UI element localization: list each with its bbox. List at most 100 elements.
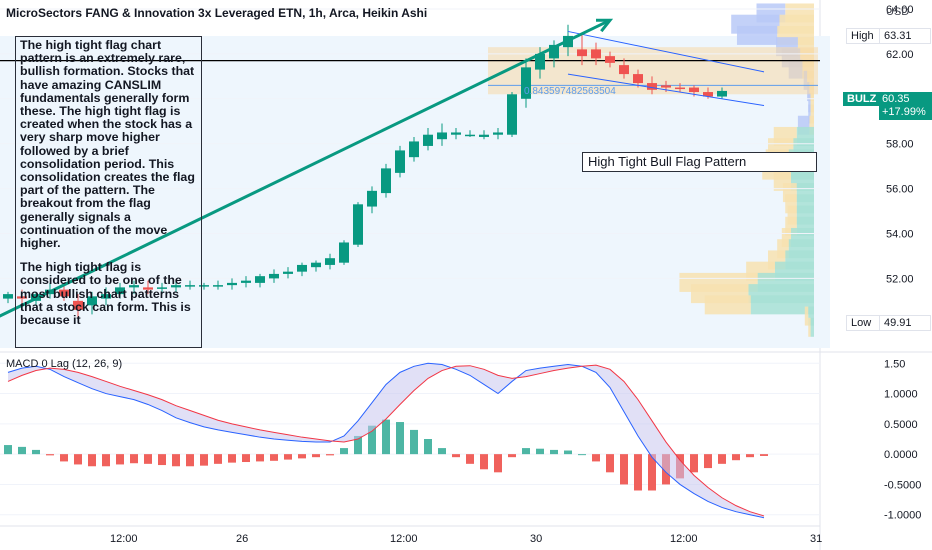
low-tag: Low (846, 315, 886, 331)
macd-histogram-bar (256, 454, 264, 462)
annotation-paragraph: The high tight flag chart pattern is an … (20, 38, 195, 251)
volume-profile-bar (777, 239, 789, 259)
macd-histogram-bar (368, 425, 376, 455)
macd-histogram-bar (536, 448, 544, 455)
candle-body (409, 141, 419, 158)
macd-histogram-bar (718, 454, 726, 464)
macd-histogram-bar (340, 448, 348, 455)
macd-histogram-bar (592, 454, 600, 462)
macd-histogram-bar (494, 454, 502, 473)
macd-histogram-bar (88, 454, 96, 467)
candle-body (591, 49, 601, 59)
candle-body (395, 150, 405, 173)
macd-histogram-bar (634, 454, 642, 491)
candle-body (157, 287, 167, 289)
macd-histogram-bar (466, 454, 474, 464)
volume-profile-bar (750, 295, 814, 315)
volume-profile-bar (808, 93, 811, 113)
candle-body (227, 282, 237, 286)
candle-body (353, 204, 363, 245)
macd-histogram-bar (620, 454, 628, 485)
candle-body (213, 285, 223, 287)
candle-body (689, 87, 699, 93)
channel-line (567, 30, 765, 73)
macd-histogram-bar (452, 454, 460, 458)
macd-histogram-bar (270, 454, 278, 461)
candle-body (703, 92, 713, 97)
candle-body (171, 285, 181, 288)
candle-body (283, 271, 293, 274)
macd-tick-label: 0.0000 (884, 449, 918, 461)
macd-histogram-bar (130, 454, 138, 464)
macd-histogram-bar (18, 446, 26, 455)
macd-histogram-bar (46, 454, 54, 456)
candle-body (255, 276, 265, 283)
volume-profile-bar (808, 317, 811, 337)
time-tick-label: 12:00 (110, 533, 138, 545)
candle-body (675, 87, 685, 90)
annotation-note[interactable]: The high tight flag chart pattern is an … (15, 36, 202, 348)
fib-level-label: 0.843597482563504 (524, 86, 616, 97)
macd-indicator-label: MACD 0 Lag (12, 26, 9) (6, 358, 123, 370)
time-tick-label: 26 (236, 533, 248, 545)
volume-profile-bar (808, 306, 814, 326)
candle-body (241, 280, 251, 283)
candle-body (339, 242, 349, 263)
candle-body (549, 44, 559, 59)
volume-profile-bar (781, 227, 791, 247)
volume-profile-bar (785, 216, 797, 236)
candle-body (87, 296, 97, 306)
last-price: 60.35 (882, 93, 910, 105)
macd-histogram-bar (508, 454, 516, 458)
macd-histogram-bar (32, 449, 40, 455)
macd-histogram-bar (480, 454, 488, 470)
macd-histogram-bar (424, 439, 432, 455)
candle-body (199, 285, 209, 287)
annotation-paragraph: The high tight flag is considered to be … (20, 260, 191, 328)
macd-histogram-bar (74, 454, 82, 465)
trend-arrow-line (0, 18, 611, 318)
currency-label: USD (886, 6, 910, 18)
price-tick-label: 62.00 (886, 49, 914, 61)
macd-histogram-bar (284, 454, 292, 460)
volume-profile-bar (810, 317, 814, 337)
candle-body (325, 258, 335, 265)
candle-body (577, 49, 587, 57)
macd-histogram-bar (410, 429, 418, 455)
candle-body (17, 296, 27, 299)
volume-profile-bar (736, 25, 778, 45)
macd-histogram-bar (354, 435, 362, 455)
time-tick-label: 12:00 (670, 533, 698, 545)
macd-tick-label: -0.5000 (884, 479, 921, 491)
last-price-badge: 60.35 +17.99% (879, 92, 932, 120)
candle-body (101, 294, 111, 299)
candle-body (437, 132, 447, 140)
candle-body (535, 53, 545, 70)
candle-body (661, 85, 671, 88)
macd-histogram-bar (214, 454, 222, 464)
macd-histogram-bar (228, 454, 236, 463)
macd-histogram-bar (144, 454, 152, 464)
price-tick-label: 64.00 (886, 4, 914, 16)
macd-histogram-bar (760, 454, 768, 456)
flag-pattern-label[interactable]: High Tight Bull Flag Pattern (582, 152, 817, 172)
macd-line (7, 362, 765, 519)
candle-body (297, 264, 307, 272)
candle-body (143, 287, 153, 290)
price-tick-label: 52.00 (886, 273, 914, 285)
macd-tick-label: 1.50 (884, 358, 905, 370)
macd-histogram-bar (732, 454, 740, 461)
volume-profile-bar (804, 306, 809, 326)
volume-profile-bar (808, 104, 811, 124)
high-value: 63.31 (879, 28, 931, 44)
candle-body (717, 90, 727, 97)
macd-signal-fill (8, 363, 764, 518)
volume-profile-bar (787, 205, 797, 225)
candle-body (311, 262, 321, 268)
candle-body (423, 134, 433, 146)
candle-body (129, 285, 139, 288)
low-value: 49.91 (879, 315, 931, 331)
macd-histogram-bar (102, 454, 110, 467)
candle-body (3, 294, 13, 299)
